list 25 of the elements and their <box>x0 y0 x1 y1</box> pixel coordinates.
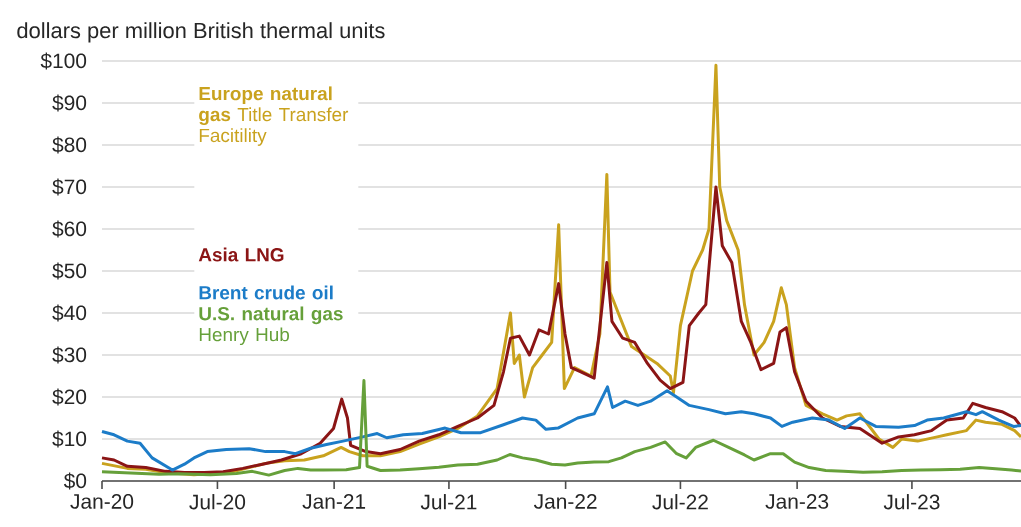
line-series <box>100 185 1021 475</box>
text: Europe natural gas Title Transfer Facitility <box>199 86 349 146</box>
text: U.S. natural gas Henry Hub <box>199 306 343 346</box>
y-tick-label: $90 <box>52 94 87 112</box>
y-axis-title: dollars per million British thermal units <box>17 22 385 43</box>
text: Brent crude oil <box>199 285 333 300</box>
x-tick-label: Jan-20 <box>70 494 134 509</box>
y-tick-label: $50 <box>52 262 87 280</box>
y-tick-label: $30 <box>52 346 87 364</box>
x-tick-label: Jul-22 <box>652 494 708 510</box>
y-tick-label: $70 <box>52 178 87 196</box>
y-tick-label: $20 <box>52 388 87 406</box>
y-tick-label: $10 <box>52 430 87 448</box>
x-tick-label: Jul-20 <box>189 494 246 510</box>
y-tick-label: $40 <box>52 304 87 322</box>
y-tick-label: $100 <box>40 52 87 70</box>
y-tick-label: $60 <box>52 220 87 238</box>
y-tick-label: $80 <box>52 136 87 154</box>
x-tick-label: Jul-21 <box>420 494 477 510</box>
x-tick-label: Jul-23 <box>883 494 940 510</box>
text: Asia LNG <box>198 247 284 262</box>
x-tick-label: Jan-23 <box>765 494 829 509</box>
y-tick-label: $0 <box>63 472 87 490</box>
x-tick-label: Jan-22 <box>533 494 597 509</box>
x-tick-label: Jan-21 <box>302 494 366 509</box>
